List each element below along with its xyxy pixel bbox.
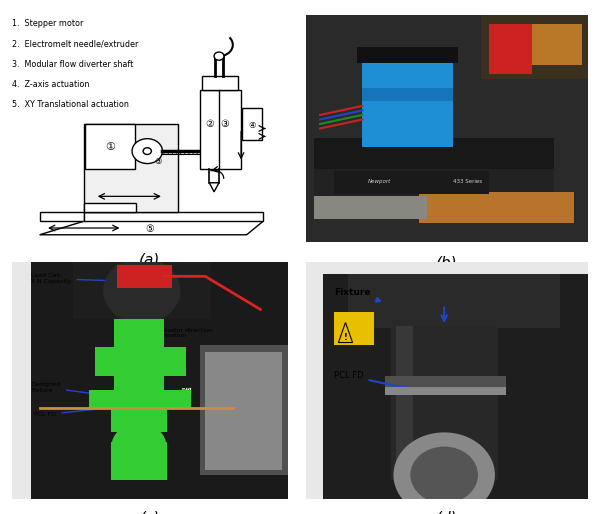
- Text: ⑤: ⑤: [146, 224, 154, 234]
- Bar: [89, 390, 191, 409]
- Text: Load Cell:
5 N Capacity: Load Cell: 5 N Capacity: [31, 273, 118, 284]
- Bar: [314, 169, 554, 196]
- Text: Actuator direction
of motion: Actuator direction of motion: [143, 327, 212, 344]
- Bar: [314, 138, 554, 174]
- Bar: [532, 25, 583, 65]
- Circle shape: [143, 148, 151, 155]
- Text: (a): (a): [139, 253, 161, 268]
- Bar: [112, 442, 167, 480]
- Text: 2.  Electromelt needle/extruder: 2. Electromelt needle/extruder: [12, 39, 139, 48]
- Bar: [114, 319, 164, 352]
- Text: Designed
Fixture: Designed Fixture: [31, 382, 96, 395]
- Text: ①: ①: [105, 141, 115, 152]
- Bar: [85, 124, 135, 169]
- Circle shape: [103, 258, 181, 324]
- Text: !: !: [344, 333, 348, 342]
- Bar: [73, 262, 211, 319]
- Text: ④: ④: [248, 121, 256, 130]
- Text: 3.  Modular flow diverter shaft: 3. Modular flow diverter shaft: [12, 60, 133, 68]
- Bar: [348, 274, 560, 328]
- Bar: [112, 407, 167, 432]
- Text: (d): (d): [436, 510, 458, 514]
- Bar: [117, 265, 172, 288]
- Circle shape: [132, 139, 163, 163]
- Polygon shape: [84, 203, 136, 212]
- Bar: [385, 376, 506, 395]
- Bar: [334, 312, 374, 345]
- Circle shape: [394, 432, 495, 514]
- Bar: [95, 347, 186, 376]
- Polygon shape: [40, 212, 84, 221]
- Text: PCL FD: PCL FD: [34, 407, 107, 417]
- Polygon shape: [338, 322, 353, 342]
- Text: Fixture: Fixture: [334, 288, 380, 302]
- Bar: [385, 388, 506, 395]
- Text: (b): (b): [436, 255, 458, 270]
- Circle shape: [410, 447, 478, 503]
- Bar: [490, 25, 532, 74]
- Text: Newport: Newport: [368, 179, 391, 184]
- Polygon shape: [209, 183, 219, 192]
- Polygon shape: [84, 124, 178, 212]
- Text: (c): (c): [140, 510, 160, 514]
- Polygon shape: [40, 221, 263, 235]
- Bar: [200, 90, 241, 169]
- Bar: [419, 192, 574, 224]
- Text: 1.  Stepper motor: 1. Stepper motor: [12, 19, 83, 28]
- Bar: [202, 77, 238, 90]
- Bar: [334, 172, 490, 194]
- Bar: [314, 196, 427, 219]
- Bar: [362, 88, 452, 101]
- Circle shape: [214, 52, 224, 60]
- Bar: [306, 262, 588, 274]
- Bar: [12, 262, 31, 499]
- Text: ③: ③: [221, 119, 229, 129]
- Bar: [200, 345, 288, 475]
- Text: Pin: Pin: [181, 388, 191, 402]
- Text: PCL FD: PCL FD: [334, 371, 408, 390]
- Bar: [357, 47, 458, 63]
- Bar: [362, 51, 452, 146]
- Text: ②: ②: [205, 119, 214, 129]
- Bar: [205, 352, 283, 470]
- Bar: [114, 371, 164, 395]
- Text: 5.  XY Translational actuation: 5. XY Translational actuation: [12, 100, 129, 109]
- Circle shape: [112, 423, 167, 470]
- Bar: [391, 326, 498, 480]
- Text: 4.  Z-axis actuation: 4. Z-axis actuation: [12, 80, 89, 89]
- Text: 433 Series: 433 Series: [452, 179, 482, 184]
- Bar: [242, 108, 262, 140]
- Polygon shape: [84, 212, 263, 221]
- Bar: [396, 326, 413, 480]
- Text: ③: ③: [155, 157, 162, 166]
- Bar: [306, 262, 323, 499]
- Bar: [481, 15, 588, 79]
